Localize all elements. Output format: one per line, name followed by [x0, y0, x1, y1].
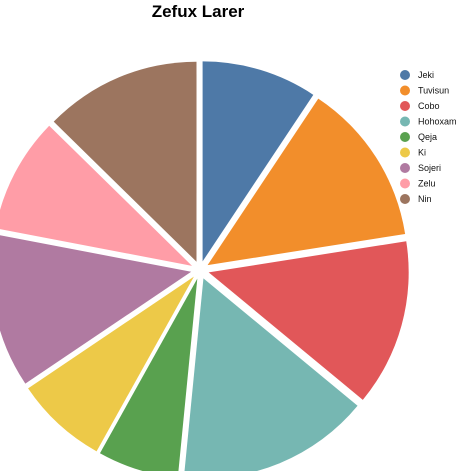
pie-slice-hohoxam [184, 278, 358, 471]
pie-slice-sojeri [0, 235, 192, 384]
pie-slice-zelu [0, 125, 193, 266]
legend-label-cobo: Cobo [418, 101, 440, 111]
legend-marker-ki [400, 147, 410, 158]
pie-slice-tuvisun [207, 98, 406, 266]
legend-label-tuvisun: Tuvisun [418, 86, 449, 96]
legend-label-hohoxam: Hohoxam [418, 117, 457, 127]
legend-marker-qeja [400, 132, 410, 142]
legend-label-sojeri: Sojeri [418, 163, 441, 173]
legend-label-zelu: Zelu [418, 179, 436, 189]
pie-slice-ki [28, 276, 194, 452]
legend-marker-nin [400, 194, 410, 204]
legend: Jeki Tuvisun Cobo Hohoxam Qeja Ki Sojeri Zelu Ni… [400, 70, 457, 204]
legend-label-jeki: Jeki [418, 70, 434, 80]
pie-slices [0, 61, 409, 471]
legend-marker-hohoxam [400, 116, 410, 127]
pie-slice-jeki [202, 61, 314, 262]
legend-label-qeja: Qeja [418, 132, 437, 142]
legend-marker-cobo [400, 101, 410, 111]
chart-title: Zefux Larer [152, 2, 245, 21]
pie-slice-qeja [99, 278, 198, 471]
pie-slice-cobo [208, 241, 409, 400]
legend-marker-jeki [400, 70, 410, 80]
legend-marker-sojeri [400, 163, 410, 173]
legend-marker-zelu [400, 178, 410, 189]
pie-slice-nin [53, 61, 197, 262]
legend-label-nin: Nin [418, 194, 432, 204]
legend-label-ki: Ki [418, 148, 426, 158]
legend-marker-tuvisun [400, 85, 410, 96]
